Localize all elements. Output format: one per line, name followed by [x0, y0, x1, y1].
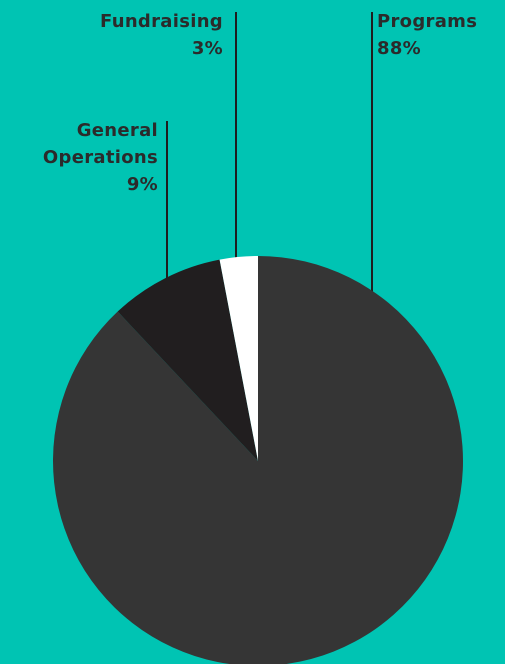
- leader-lines: [166, 12, 373, 297]
- programs-label: Programs 88%: [377, 8, 477, 62]
- fundraising-label-name: Fundraising: [100, 11, 223, 32]
- general-operations-label: General Operations 9%: [43, 117, 158, 198]
- programs-label-name: Programs: [377, 11, 478, 32]
- general-operations-label-line2: Operations: [42, 147, 158, 168]
- pie-slices: [53, 256, 464, 664]
- pie-slice-general-operations: [117, 259, 258, 461]
- pie-slice-fundraising: [219, 256, 258, 461]
- fundraising-percentage: 3%: [191, 38, 223, 59]
- general-operations-percentage: 9%: [126, 174, 158, 195]
- programs-percentage: 88%: [377, 38, 421, 59]
- general-operations-label-line1: General: [76, 120, 158, 141]
- pie-slice-programs: [53, 256, 464, 664]
- fundraising-label: Fundraising 3%: [100, 8, 223, 62]
